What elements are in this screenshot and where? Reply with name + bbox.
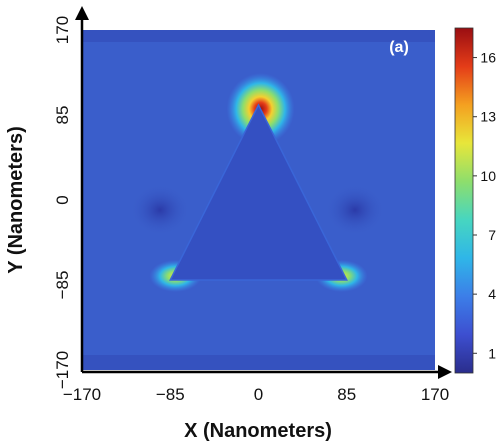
colorbar-tick-label: 1	[488, 345, 496, 361]
y-tick-labels: 170 85 0 −85 −170	[53, 16, 72, 389]
axes	[75, 6, 452, 379]
y-axis-label: Y (Nanometers)	[5, 126, 27, 273]
y-tick-label: 170	[53, 16, 72, 44]
x-tick-label: 85	[337, 385, 356, 404]
x-tick-label: 170	[421, 385, 449, 404]
y-axis-arrow	[75, 6, 89, 20]
colorbar-scale	[454, 27, 474, 374]
x-axis-arrow	[438, 365, 452, 379]
field-bottom-band	[82, 355, 435, 370]
y-tick-label: −85	[53, 271, 72, 300]
y-tick-label: 0	[53, 195, 72, 204]
colorbar-tick-label: 16	[480, 50, 496, 66]
colorbar: 1 4 7 10 13 16	[454, 27, 496, 374]
dark-lobe-left	[130, 184, 190, 236]
panel-label: (a)	[389, 39, 409, 56]
dark-lobe-right	[325, 184, 385, 236]
colorbar-ticks: 1 4 7 10 13 16	[473, 50, 496, 361]
plot-area	[82, 30, 435, 370]
colorbar-tick-label: 7	[488, 227, 496, 243]
x-tick-label: −85	[156, 385, 185, 404]
x-tick-labels: −170 −85 0 85 170	[63, 385, 449, 404]
x-axis-label: X (Nanometers)	[184, 420, 332, 442]
colorbar-tick-label: 10	[480, 168, 496, 184]
y-tick-label: −170	[53, 351, 72, 389]
triangle-nanoparticle	[169, 103, 348, 281]
colorbar-tick-label: 4	[488, 286, 496, 302]
x-tick-label: 0	[254, 385, 263, 404]
x-tick-label: −170	[63, 385, 101, 404]
colorbar-tick-label: 13	[480, 109, 496, 125]
y-tick-label: 85	[53, 106, 72, 125]
field-top-band	[82, 30, 435, 42]
